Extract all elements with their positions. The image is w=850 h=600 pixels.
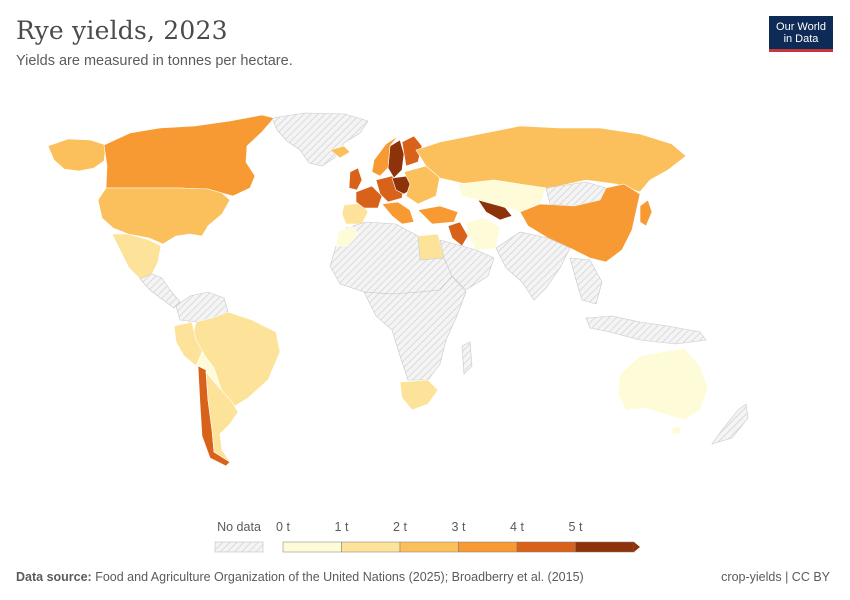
legend-bin-label: 0 t: [276, 520, 290, 534]
region-madagascar[interactable]: [461, 341, 473, 375]
region-russia[interactable]: [415, 125, 687, 193]
footer-source-text: Food and Agriculture Organization of the…: [91, 570, 584, 584]
legend-bin-swatch[interactable]: [341, 541, 401, 553]
logo-line-2: in Data: [783, 33, 819, 45]
footer-source: Data source: Food and Agriculture Organi…: [16, 570, 584, 584]
region-japan[interactable]: [639, 199, 653, 227]
region-egypt[interactable]: [417, 233, 445, 261]
region-south-africa[interactable]: [399, 379, 439, 411]
region-tasmania[interactable]: [671, 425, 681, 435]
legend-bin-swatch[interactable]: [399, 541, 459, 553]
legend-bin-label: 2 t: [393, 520, 407, 534]
legend-bin-swatch[interactable]: [282, 541, 342, 553]
region-iran[interactable]: [465, 217, 501, 251]
legend-bin-label: 4 t: [510, 520, 524, 534]
region-argentina[interactable]: [205, 371, 239, 463]
region-morocco[interactable]: [335, 225, 359, 247]
owid-logo[interactable]: Our World in Data: [769, 16, 833, 52]
region-france[interactable]: [355, 185, 383, 209]
legend-bin-label: 3 t: [452, 520, 466, 534]
legend-bin-label: 5 t: [569, 520, 583, 534]
region-southern-europe[interactable]: [381, 201, 415, 225]
legend-no-data-swatch[interactable]: [214, 541, 264, 553]
region-norway[interactable]: [371, 135, 399, 177]
world-map: [47, 112, 749, 467]
region-central-america[interactable]: [139, 273, 181, 309]
region-new-zealand[interactable]: [711, 403, 749, 445]
page-subtitle: Yields are measured in tonnes per hectar…: [16, 53, 293, 69]
region-alaska[interactable]: [47, 138, 107, 172]
footer-source-label: Data source:: [16, 570, 92, 584]
legend-bin-swatch[interactable]: [516, 541, 576, 553]
footer-slug[interactable]: crop-yields | CC BY: [721, 570, 830, 584]
region-mexico[interactable]: [111, 233, 162, 280]
legend-bin-label: 1 t: [335, 520, 349, 534]
legend-arrow-tip: [634, 542, 640, 552]
region-iceland[interactable]: [329, 145, 351, 159]
region-central-africa[interactable]: [363, 275, 467, 381]
legend-bin-swatch[interactable]: [458, 541, 518, 553]
region-arabia[interactable]: [439, 239, 495, 291]
region-iraq[interactable]: [447, 221, 469, 247]
logo-line-1: Our World: [776, 21, 826, 33]
region-australia[interactable]: [617, 347, 709, 421]
region-south-asia[interactable]: [495, 231, 571, 301]
map-legend: No data 0 t 1 t 2 t 3 t 4 t 5 t: [214, 520, 640, 553]
region-indonesia[interactable]: [585, 315, 707, 345]
legend-bin-swatch[interactable]: [575, 541, 635, 553]
region-uk[interactable]: [348, 167, 363, 191]
legend-no-data-label: No data: [217, 520, 261, 534]
region-united-states[interactable]: [97, 187, 231, 245]
region-greenland[interactable]: [271, 112, 369, 167]
region-canada[interactable]: [103, 114, 275, 197]
page-title: Rye yields, 2023: [16, 16, 228, 45]
region-turkey[interactable]: [417, 205, 459, 225]
region-southeast-asia[interactable]: [569, 257, 603, 305]
